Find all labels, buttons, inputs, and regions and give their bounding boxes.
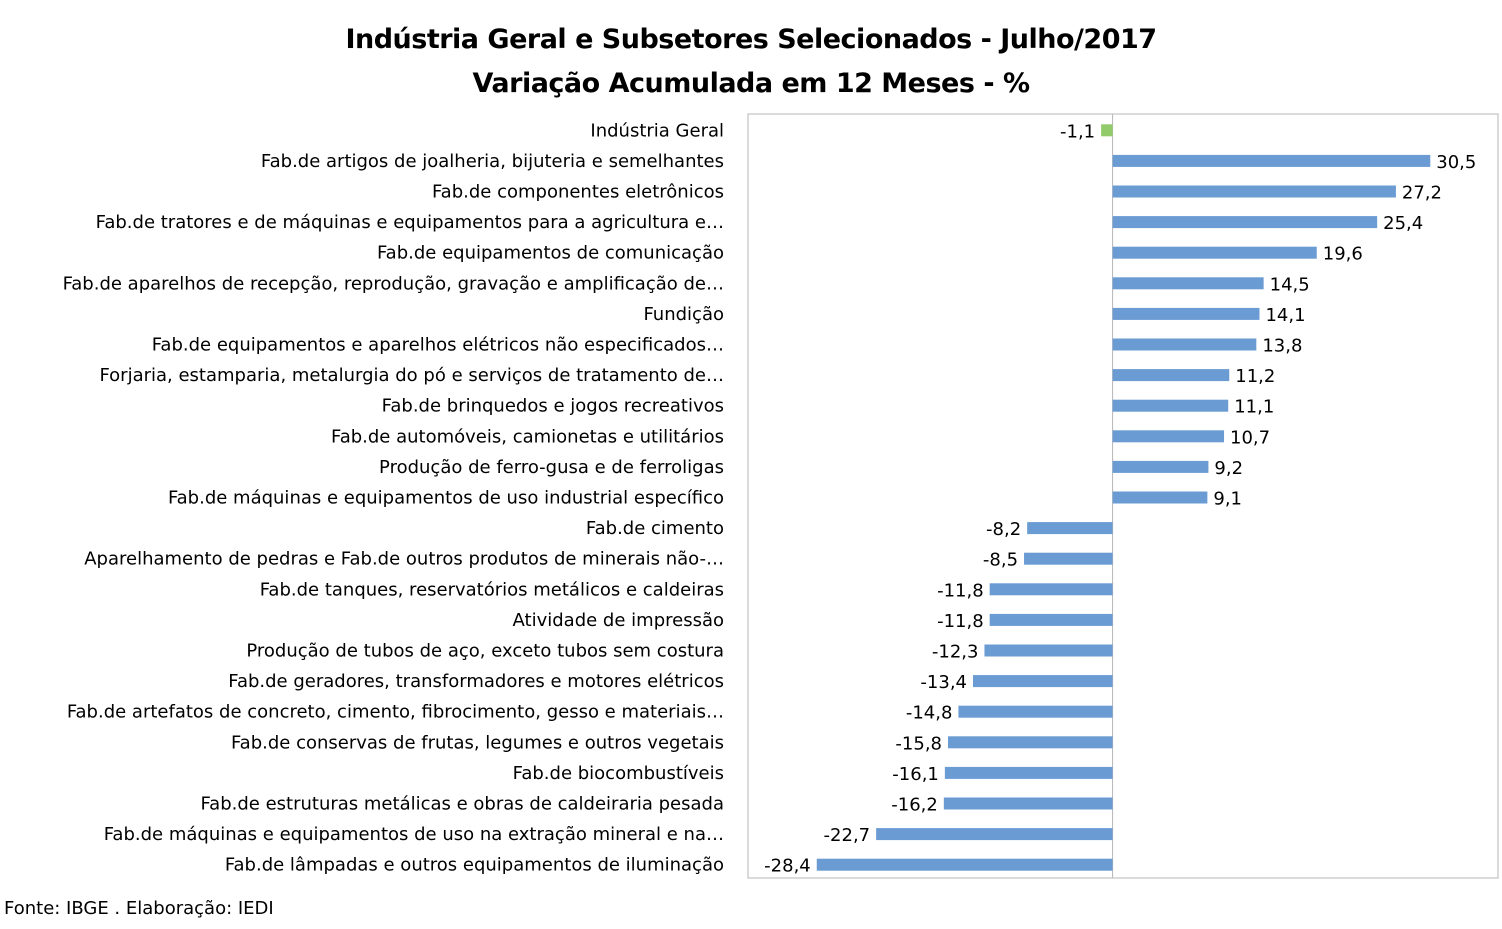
value-label: 14,5 bbox=[1270, 274, 1310, 295]
category-label: Atividade de impressão bbox=[513, 610, 724, 631]
category-label: Fundição bbox=[643, 304, 724, 325]
category-label: Fab.de brinquedos e jogos recreativos bbox=[382, 396, 724, 417]
bar bbox=[948, 736, 1113, 749]
value-label: -16,2 bbox=[891, 795, 938, 816]
value-label: -11,8 bbox=[937, 611, 984, 632]
category-label: Fab.de conservas de frutas, legumes e ou… bbox=[231, 732, 724, 753]
bar bbox=[973, 675, 1113, 688]
bar bbox=[984, 644, 1113, 657]
value-label: -8,5 bbox=[983, 550, 1018, 571]
bar bbox=[876, 828, 1113, 841]
category-label: Fab.de lâmpadas e outros equipamentos de… bbox=[225, 855, 724, 876]
bar bbox=[1112, 307, 1260, 320]
category-label: Fab.de máquinas e equipamentos de uso in… bbox=[168, 488, 724, 509]
category-label: Forjaria, estamparia, metalurgia do pó e… bbox=[99, 365, 724, 386]
category-label: Produção de tubos de aço, exceto tubos s… bbox=[246, 641, 724, 662]
value-label: 14,1 bbox=[1265, 305, 1305, 326]
category-label: Produção de ferro-gusa e de ferroligas bbox=[379, 457, 724, 478]
bar bbox=[958, 705, 1113, 718]
bar bbox=[1112, 430, 1225, 443]
value-label: -11,8 bbox=[937, 580, 984, 601]
category-label: Fab.de geradores, transformadores e moto… bbox=[228, 671, 724, 692]
category-label: Fab.de cimento bbox=[586, 518, 724, 539]
bar bbox=[1112, 460, 1209, 473]
value-label: -15,8 bbox=[895, 733, 942, 754]
category-label: Fab.de máquinas e equipamentos de uso na… bbox=[104, 824, 724, 845]
value-label: -28,4 bbox=[764, 856, 811, 877]
plot-area-border bbox=[747, 113, 1499, 879]
bar bbox=[1112, 277, 1264, 290]
source-note: Fonte: IBGE . Elaboração: IEDI bbox=[4, 898, 274, 919]
value-label: 19,6 bbox=[1323, 244, 1363, 265]
value-label: 11,2 bbox=[1235, 366, 1275, 387]
chart-subtitle: Variação Acumulada em 12 Meses - % bbox=[472, 68, 1030, 99]
value-label: -16,1 bbox=[892, 764, 939, 785]
category-label: Fab.de artefatos de concreto, cimento, f… bbox=[67, 702, 724, 723]
bar bbox=[1024, 552, 1113, 565]
bar bbox=[1112, 216, 1378, 229]
category-label: Fab.de estruturas metálicas e obras de c… bbox=[200, 794, 724, 815]
bar bbox=[944, 766, 1113, 779]
bar bbox=[1112, 154, 1431, 167]
bar bbox=[1112, 491, 1208, 504]
value-label: -1,1 bbox=[1060, 121, 1095, 142]
value-label: 9,2 bbox=[1214, 458, 1243, 479]
bar bbox=[816, 858, 1113, 871]
bar bbox=[1112, 399, 1229, 412]
bar bbox=[989, 613, 1113, 626]
value-label: -13,4 bbox=[920, 672, 967, 693]
bar bbox=[1027, 522, 1113, 535]
category-label: Fab.de tanques, reservatórios metálicos … bbox=[260, 579, 724, 600]
category-label: Indústria Geral bbox=[590, 120, 724, 141]
value-label: 30,5 bbox=[1436, 152, 1476, 173]
value-label: -12,3 bbox=[932, 642, 979, 663]
category-label: Fab.de tratores e de máquinas e equipame… bbox=[96, 212, 724, 233]
category-label: Fab.de equipamentos e aparelhos elétrico… bbox=[152, 335, 724, 356]
bar bbox=[1112, 246, 1317, 259]
value-label: 27,2 bbox=[1402, 183, 1442, 204]
value-label: -14,8 bbox=[906, 703, 953, 724]
category-label: Fab.de equipamentos de comunicação bbox=[377, 243, 724, 264]
value-label: 9,1 bbox=[1213, 489, 1242, 510]
value-label: 11,1 bbox=[1234, 397, 1274, 418]
value-label: -22,7 bbox=[824, 825, 871, 846]
bar bbox=[1112, 369, 1230, 382]
chart-title-block: Indústria Geral e Subsetores Selecionado… bbox=[0, 18, 1502, 106]
bar bbox=[989, 583, 1113, 596]
chart-title: Indústria Geral e Subsetores Selecionado… bbox=[345, 24, 1157, 55]
value-label: 13,8 bbox=[1262, 336, 1302, 357]
category-label: Fab.de biocombustíveis bbox=[513, 763, 724, 784]
category-label: Aparelhamento de pedras e Fab.de outros … bbox=[84, 549, 724, 570]
category-label: Fab.de automóveis, camionetas e utilitár… bbox=[331, 426, 724, 447]
bar bbox=[1112, 185, 1396, 198]
value-label: 10,7 bbox=[1230, 427, 1270, 448]
bar bbox=[1112, 338, 1257, 351]
bar bbox=[1101, 124, 1113, 137]
category-label: Fab.de artigos de joalheria, bijuteria e… bbox=[261, 151, 724, 172]
value-label: 25,4 bbox=[1383, 213, 1423, 234]
category-label: Fab.de componentes eletrônicos bbox=[432, 182, 724, 203]
value-label: -8,2 bbox=[986, 519, 1021, 540]
category-label: Fab.de aparelhos de recepção, reprodução… bbox=[63, 273, 724, 294]
bar bbox=[943, 797, 1113, 810]
